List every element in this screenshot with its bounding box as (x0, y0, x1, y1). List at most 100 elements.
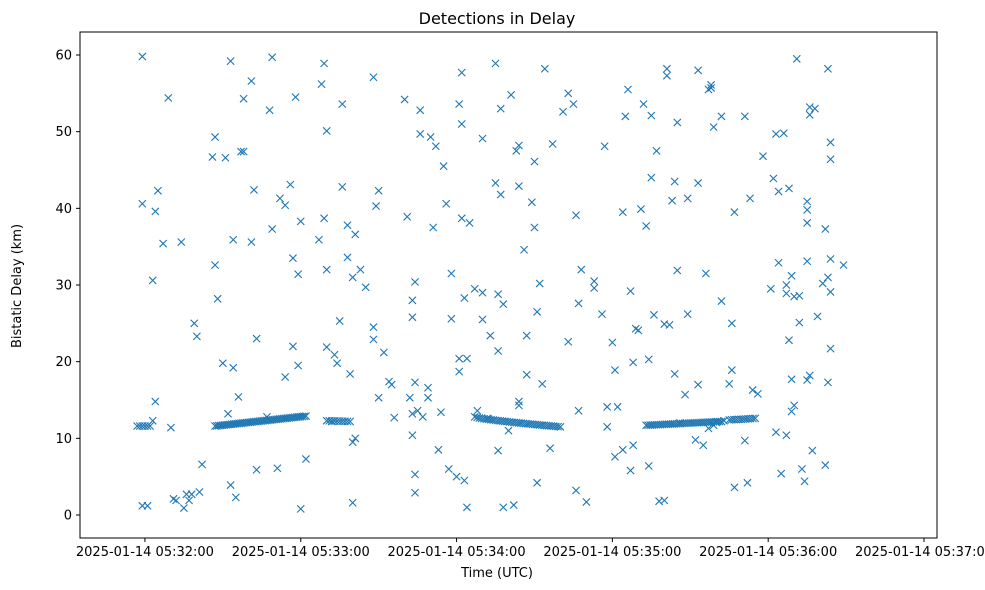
data-point (343, 221, 352, 230)
data-point (265, 106, 274, 115)
data-point (275, 194, 284, 203)
data-point (408, 296, 417, 305)
data-point (478, 288, 487, 297)
data-point (743, 478, 752, 487)
data-point (572, 211, 581, 220)
data-point (294, 361, 303, 370)
data-point (452, 472, 461, 481)
data-point (330, 350, 339, 359)
data-point (771, 428, 780, 437)
data-point (533, 307, 542, 316)
data-point (361, 283, 370, 292)
data-point (603, 422, 612, 431)
data-point (787, 271, 796, 280)
data-point (753, 389, 762, 398)
data-point (514, 182, 523, 191)
data-point (159, 239, 168, 248)
data-point (826, 254, 835, 263)
x-tick-label: 2025-01-14 05:36:00 (699, 545, 837, 560)
data-point (805, 103, 814, 112)
data-point (455, 100, 464, 109)
data-point (717, 112, 726, 121)
data-point (727, 319, 736, 328)
data-point (709, 123, 718, 132)
chart-title: Detections in Delay (419, 9, 576, 28)
data-point (808, 446, 817, 455)
data-point (211, 133, 220, 142)
data-point (151, 207, 160, 216)
data-point (195, 488, 204, 496)
data-point (460, 294, 469, 303)
data-point (190, 319, 199, 328)
data-point (535, 279, 544, 288)
data-point (187, 490, 196, 499)
data-point (413, 406, 422, 415)
data-point (138, 52, 147, 61)
data-point (803, 218, 812, 227)
data-point (590, 277, 599, 286)
data-point (683, 194, 692, 203)
data-point (439, 162, 448, 171)
data-point (572, 486, 581, 495)
data-point (748, 386, 757, 395)
data-point (436, 408, 445, 417)
data-point (291, 93, 300, 102)
data-point (598, 310, 606, 319)
data-point (759, 152, 767, 161)
y-tick-label: 60 (55, 49, 72, 64)
data-point (782, 289, 791, 298)
data-point (301, 455, 310, 464)
data-point (462, 354, 471, 363)
data-point (826, 138, 835, 147)
data-point (226, 481, 235, 490)
data-point (457, 120, 466, 128)
data-point (387, 380, 396, 389)
data-point (343, 417, 352, 426)
data-point (821, 225, 830, 234)
data-point (694, 179, 703, 188)
data-point (818, 279, 827, 288)
data-point (457, 214, 466, 223)
data-point (790, 401, 799, 410)
data-point (403, 212, 412, 221)
data-point (478, 134, 487, 143)
data-point (727, 366, 736, 375)
data-point (618, 208, 627, 217)
data-point (707, 80, 716, 89)
data-point (491, 59, 500, 68)
data-point (647, 173, 656, 182)
data-point (730, 483, 739, 492)
data-point (694, 66, 703, 75)
data-point (554, 422, 563, 431)
data-point (784, 336, 793, 345)
y-tick-label: 40 (55, 202, 72, 217)
data-point (164, 93, 173, 102)
data-point (226, 57, 235, 66)
data-point (574, 299, 583, 308)
data-point (629, 441, 638, 450)
data-point (787, 375, 796, 384)
data-point (777, 469, 786, 478)
data-point (252, 334, 261, 343)
data-point (522, 370, 531, 379)
data-point (800, 477, 809, 486)
data-point (185, 496, 194, 505)
data-point (444, 465, 453, 473)
data-point (701, 269, 710, 278)
data-point (390, 413, 399, 422)
data-point (143, 422, 152, 431)
data-point (805, 371, 814, 380)
y-tick-label: 10 (55, 432, 72, 447)
data-point (411, 277, 419, 286)
data-point (429, 223, 438, 232)
x-axis: 2025-01-14 05:32:00 2025-01-14 05:33:00 20… (76, 538, 985, 560)
x-tick-label: 2025-01-14 05:37:00 (855, 545, 985, 560)
data-point (239, 94, 248, 103)
data-point (322, 343, 331, 352)
data-point (405, 393, 414, 402)
data-point (221, 153, 230, 162)
data-point (496, 190, 505, 199)
data-point (821, 461, 830, 470)
data-point (166, 423, 175, 432)
